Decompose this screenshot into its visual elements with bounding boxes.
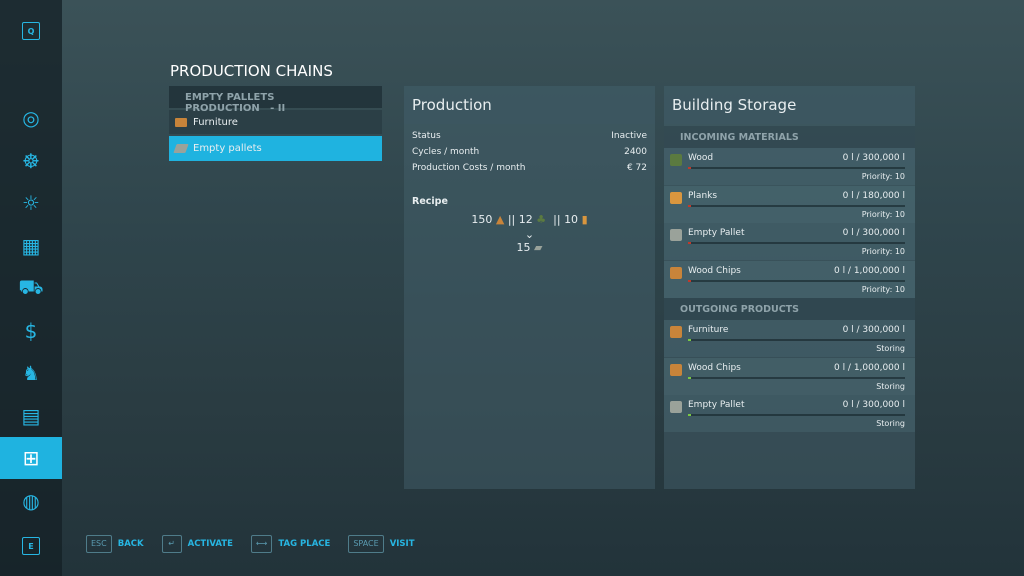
tag-place-button[interactable]: ⟷ TAG PLACE <box>250 535 330 553</box>
production-panel: Production Status Inactive Cycles / month… <box>404 86 655 489</box>
key-hint: ↵ <box>161 535 182 553</box>
steering-wheel-icon: ☸ <box>22 148 40 173</box>
footer-actions: ESC BACK ↵ ACTIVATE ⟷ TAG PLACE SPACE VISIT <box>86 535 415 553</box>
planks-icon: ▮ <box>581 213 588 226</box>
sidebar-item-map-pin[interactable]: ◎ <box>0 97 62 139</box>
sidebar-item-tractor[interactable]: ⛟ <box>0 267 62 309</box>
empty-pallet-icon <box>670 401 682 413</box>
wood-icon <box>670 154 682 166</box>
furniture-icon <box>175 117 187 127</box>
key-hint: ⟷ <box>250 535 273 553</box>
wood-chips-icon <box>670 363 682 376</box>
animals-icon: ♞ <box>22 361 40 385</box>
sidebar-item-finances[interactable]: $ <box>0 310 62 352</box>
fill-bar <box>688 279 905 282</box>
weather-icon: ☼ <box>22 191 40 215</box>
key-hint: ESC <box>86 535 112 553</box>
storage-row: Furniture 0 l / 300,000 l Storing <box>664 320 915 357</box>
sidebar-item-contracts[interactable]: ▤ <box>0 395 62 437</box>
storage-title: Building Storage <box>664 86 915 124</box>
map-pin-icon: ◎ <box>22 106 40 130</box>
fill-bar <box>688 414 905 416</box>
activate-button[interactable]: ↵ ACTIVATE <box>161 535 233 553</box>
fill-bar <box>688 376 905 379</box>
storage-row: Wood 0 l / 300,000 l Priority: 10 <box>664 148 915 185</box>
contracts-icon: ▤ <box>21 403 41 428</box>
sidebar-item-animals[interactable]: ♞ <box>0 352 62 394</box>
sidebar-item-production[interactable]: ⊞ <box>0 437 62 479</box>
list-item-empty-pallets[interactable]: Empty pallets <box>169 136 382 161</box>
empty-pallet-icon: ▰ <box>534 241 543 254</box>
cycles-row: Cycles / month 2400 <box>412 147 647 157</box>
sidebar-item-statistics[interactable]: ▦ <box>0 225 62 267</box>
recipe-output: 15 ▰ <box>516 241 543 254</box>
sidebar: Q E ◎ ☸ ☼ ▦ ⛟ $ ♞ ▤ ⊞ ◍ <box>0 0 62 576</box>
status-row: Status Inactive <box>412 131 647 141</box>
prev-tab-key[interactable]: Q <box>0 10 62 52</box>
incoming-header: INCOMING MATERIALS <box>664 126 915 148</box>
storage-row: Wood Chips 0 l / 1,000,000 l Priority: 10 <box>664 260 915 298</box>
next-tab-key[interactable]: E <box>0 525 62 567</box>
fill-bar <box>688 167 905 169</box>
sidebar-item-weather[interactable]: ☼ <box>0 182 62 224</box>
key-hint: SPACE <box>348 535 384 553</box>
statistics-icon: ▦ <box>21 233 41 258</box>
chevron-down-icon: ⌄ <box>524 228 535 241</box>
fill-bar <box>688 339 905 341</box>
sidebar-item-help[interactable]: ◍ <box>0 480 62 522</box>
outgoing-header: OUTGOING PRODUCTS <box>664 298 915 320</box>
production-chain-list: EMPTY PALLETS PRODUCTION - II Furniture … <box>169 86 382 161</box>
recipe-label: Recipe <box>412 196 448 207</box>
storage-panel: Building Storage INCOMING MATERIALS Wood… <box>664 86 915 489</box>
planks-icon <box>670 191 682 204</box>
recipe-inputs: 150 ▲ || 12 ♣ || 10 ▮ <box>471 213 588 226</box>
furniture-icon <box>670 326 682 338</box>
help-icon: ◍ <box>22 488 40 513</box>
sidebar-item-steering-wheel[interactable]: ☸ <box>0 140 62 182</box>
production-title: Production <box>404 86 655 124</box>
back-button[interactable]: ESC BACK <box>86 535 144 553</box>
list-item-furniture[interactable]: Furniture <box>169 110 382 134</box>
page-title: PRODUCTION CHAINS <box>170 62 333 80</box>
fill-bar <box>688 204 905 207</box>
wood-chips-icon: ▲ <box>495 213 505 226</box>
fill-bar <box>688 242 905 244</box>
empty-pallet-icon <box>670 229 682 241</box>
storage-row: Planks 0 l / 180,000 l Priority: 10 <box>664 185 915 223</box>
production-icon: ⊞ <box>22 446 40 470</box>
storage-row: Empty Pallet 0 l / 300,000 l Priority: 10 <box>664 223 915 260</box>
costs-row: Production Costs / month € 72 <box>412 163 647 173</box>
wood-icon: ♣ <box>536 213 547 226</box>
tractor-icon: ⛟ <box>18 274 44 299</box>
storage-row: Wood Chips 0 l / 1,000,000 l Storing <box>664 357 915 395</box>
wood-chips-icon <box>670 266 682 279</box>
empty-pallet-icon <box>173 144 189 153</box>
finances-icon: $ <box>24 318 38 343</box>
storage-row: Empty Pallet 0 l / 300,000 l Storing <box>664 395 915 432</box>
visit-button[interactable]: SPACE VISIT <box>348 535 415 553</box>
list-header: EMPTY PALLETS PRODUCTION - II <box>169 86 382 114</box>
